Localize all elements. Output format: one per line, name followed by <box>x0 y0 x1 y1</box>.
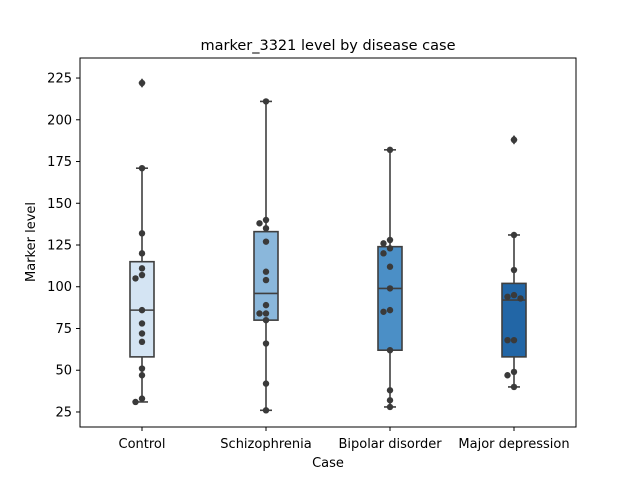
data-point <box>262 310 270 317</box>
data-point <box>386 346 394 354</box>
data-point <box>138 320 146 327</box>
data-point <box>138 79 146 87</box>
y-tick-label: 225 <box>47 72 72 87</box>
data-point <box>510 136 518 144</box>
y-tick-label: 150 <box>47 197 72 212</box>
data-point <box>138 395 146 402</box>
data-point <box>386 397 394 404</box>
data-point <box>256 310 263 317</box>
data-point <box>262 268 270 275</box>
data-point <box>262 301 270 309</box>
data-point <box>262 216 270 224</box>
data-point <box>138 265 146 272</box>
x-axis-label: Case <box>312 456 344 471</box>
y-tick-label: 100 <box>47 280 72 295</box>
data-point <box>262 238 270 245</box>
data-point <box>504 336 511 344</box>
y-tick-label: 200 <box>47 113 72 128</box>
x-tick-label: Control <box>119 437 166 452</box>
data-point <box>386 236 394 244</box>
data-point <box>510 266 518 274</box>
x-tick-label: Bipolar disorder <box>338 437 442 452</box>
data-point <box>132 275 139 282</box>
y-tick-label: 125 <box>47 239 72 254</box>
data-point <box>262 407 270 414</box>
data-point <box>386 285 394 292</box>
y-tick-label: 50 <box>55 364 72 379</box>
data-point <box>380 250 387 257</box>
data-point <box>386 146 394 154</box>
data-point <box>262 316 270 324</box>
data-point <box>132 398 139 406</box>
data-point <box>510 383 518 391</box>
data-point <box>510 336 518 344</box>
data-point <box>138 250 146 257</box>
y-tick-label: 25 <box>55 405 72 420</box>
y-tick-label: 75 <box>55 322 72 337</box>
data-point <box>138 330 146 337</box>
data-point <box>510 231 518 239</box>
data-point <box>504 372 511 379</box>
y-tick-label: 175 <box>47 155 72 170</box>
data-point <box>138 230 146 237</box>
data-point <box>138 372 146 379</box>
data-point <box>138 365 146 372</box>
data-point <box>262 225 270 232</box>
data-point <box>510 291 518 299</box>
data-point <box>386 263 394 270</box>
data-point <box>262 340 270 347</box>
y-axis-label: Marker level <box>24 202 39 282</box>
data-point <box>138 271 146 279</box>
data-point <box>517 295 524 302</box>
data-point <box>262 276 270 284</box>
x-tick-label: Major depression <box>458 437 569 452</box>
chart-title: marker_3321 level by disease case <box>201 38 456 54</box>
data-point <box>262 98 270 105</box>
data-point <box>380 308 387 315</box>
x-tick-label: Schizophrenia <box>220 437 311 452</box>
plot-frame <box>79 57 577 428</box>
data-point <box>138 164 146 172</box>
plot-area: 25 50 75 100 125 150 175 200 225 Control Schizophr… <box>47 72 569 452</box>
data-point <box>386 403 394 411</box>
data-point <box>380 240 387 247</box>
data-point <box>510 368 518 376</box>
data-point <box>386 387 394 394</box>
data-point <box>262 380 270 387</box>
data-point <box>138 338 146 346</box>
data-point <box>504 293 511 300</box>
data-point <box>138 306 146 314</box>
box-bipolar-disorder <box>377 245 403 351</box>
data-point <box>386 306 394 314</box>
data-point <box>386 245 394 252</box>
data-point <box>256 220 263 227</box>
